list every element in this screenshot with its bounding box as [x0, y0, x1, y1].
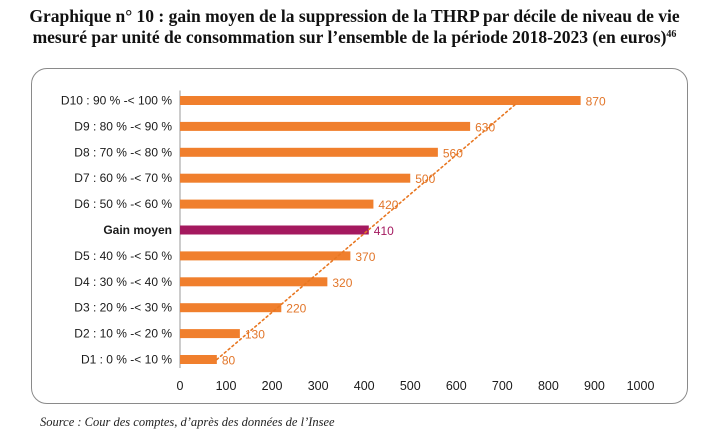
x-tick-label: 800 — [538, 379, 559, 393]
category-label: D3 : 20 % -< 30 % — [74, 301, 172, 315]
x-tick-label: 400 — [354, 379, 375, 393]
bar-average — [180, 225, 369, 235]
x-tick-label: 100 — [216, 379, 237, 393]
data-label: 80 — [222, 354, 236, 368]
bar — [180, 277, 328, 287]
x-tick-label: 200 — [262, 379, 283, 393]
bar — [180, 96, 581, 105]
x-tick-label: 300 — [308, 379, 329, 393]
category-label: Gain moyen — [103, 223, 172, 237]
title-line-2: mesuré par unité de consommation sur l’e… — [0, 27, 709, 48]
data-label: 320 — [332, 276, 352, 290]
bar — [180, 251, 351, 261]
bar — [180, 199, 374, 209]
x-tick-label: 700 — [492, 379, 513, 393]
data-label: 220 — [286, 302, 306, 316]
data-label: 500 — [415, 172, 435, 186]
data-label: 630 — [475, 120, 495, 134]
bar — [180, 173, 411, 183]
bar — [180, 355, 217, 364]
x-tick-label: 0 — [177, 379, 184, 393]
bar — [180, 303, 282, 313]
title-line-1: Graphique n° 10 : gain moyen de la suppr… — [29, 6, 680, 26]
data-label: 370 — [355, 250, 375, 264]
category-label: D10 : 90 % -< 100 % — [61, 94, 172, 108]
data-label: 420 — [378, 198, 398, 212]
x-tick-label: 900 — [584, 379, 605, 393]
chart-panel — [31, 68, 688, 404]
trend-line — [216, 102, 518, 361]
category-label: D5 : 40 % -< 50 % — [74, 249, 172, 263]
title-line-2-text: mesuré par unité de consommation sur l’e… — [32, 27, 667, 47]
chart-title: Graphique n° 10 : gain moyen de la suppr… — [0, 6, 709, 48]
category-label: D8 : 70 % -< 80 % — [74, 145, 172, 159]
data-label: 410 — [374, 224, 394, 238]
data-label: 870 — [586, 95, 606, 109]
data-label: 130 — [245, 328, 265, 342]
title-footnote: 46 — [666, 29, 677, 40]
category-label: D4 : 30 % -< 40 % — [74, 275, 172, 289]
category-label: D7 : 60 % -< 70 % — [74, 171, 172, 185]
x-tick-label: 600 — [446, 379, 467, 393]
source-note: Source : Cour des comptes, d’après des d… — [40, 415, 335, 429]
data-label: 560 — [443, 146, 463, 160]
bar — [180, 329, 240, 339]
category-label: D1 : 0 % -< 10 % — [81, 353, 172, 367]
category-label: D2 : 10 % -< 20 % — [74, 327, 172, 341]
x-tick-label: 1000 — [627, 379, 655, 393]
x-tick-label: 500 — [400, 379, 421, 393]
category-label: D6 : 50 % -< 60 % — [74, 197, 172, 211]
bar — [180, 121, 471, 131]
bar — [180, 147, 438, 157]
category-label: D9 : 80 % -< 90 % — [74, 119, 172, 133]
